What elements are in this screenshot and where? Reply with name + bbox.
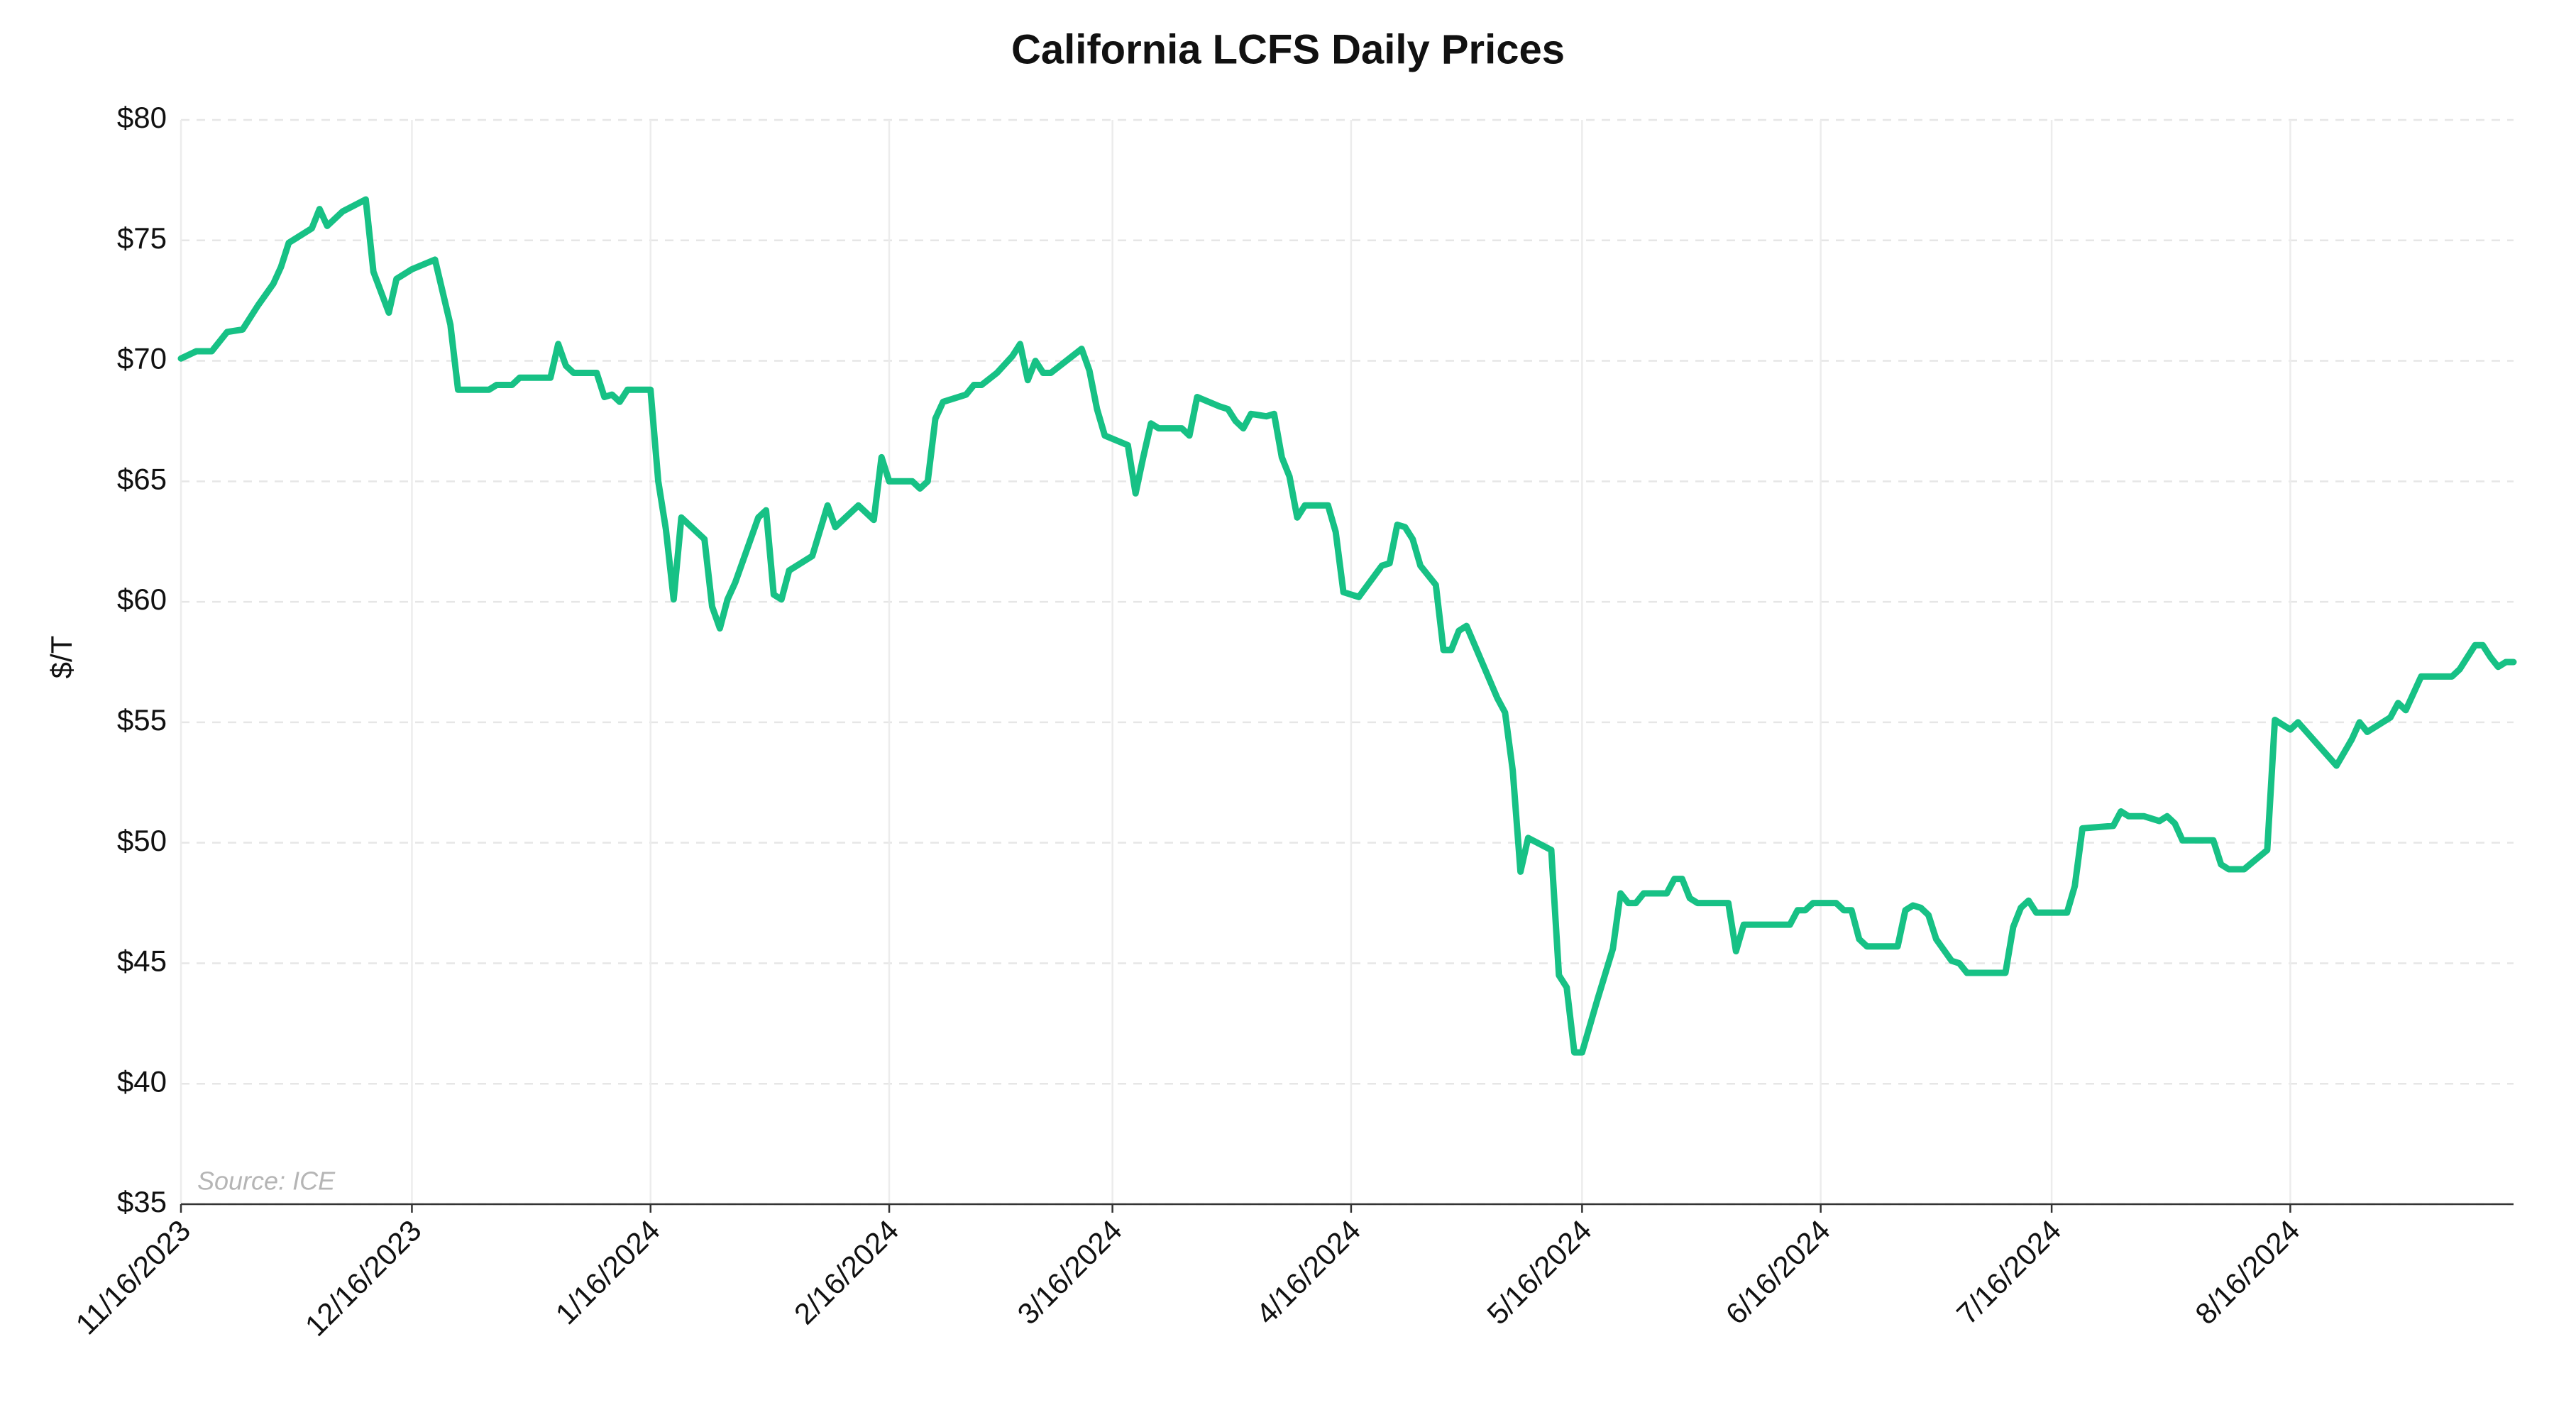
y-tick-label: $45 [117,944,167,978]
chart-title: California LCFS Daily Prices [1011,26,1565,72]
x-tick-label: 7/16/2024 [1950,1213,2067,1330]
x-tick-label: 3/16/2024 [1011,1213,1128,1330]
x-tick-label: 11/16/2023 [70,1213,197,1341]
y-tick-label: $35 [117,1185,167,1218]
y-tick-label: $70 [117,342,167,375]
x-tick-label: 1/16/2024 [549,1213,666,1330]
y-axis-label: $/T [45,636,78,679]
x-tick-label: 2/16/2024 [788,1213,905,1330]
y-tick-label: $60 [117,583,167,616]
y-tick-label: $55 [117,703,167,737]
x-tick-label: 6/16/2024 [1719,1213,1837,1330]
y-tick-label: $80 [117,101,167,134]
y-tick-label: $40 [117,1064,167,1098]
x-tick-label: 12/16/2023 [299,1213,428,1343]
price-line [177,196,2517,1056]
source-note: Source: ICE [197,1167,336,1196]
y-tick-label: $65 [117,462,167,495]
y-tick-label: $50 [117,824,167,857]
y-tick-label: $75 [117,221,167,255]
x-tick-label: 4/16/2024 [1250,1213,1367,1330]
x-tick-label: 5/16/2024 [1480,1213,1597,1330]
x-tick-label: 8/16/2024 [2189,1213,2306,1330]
